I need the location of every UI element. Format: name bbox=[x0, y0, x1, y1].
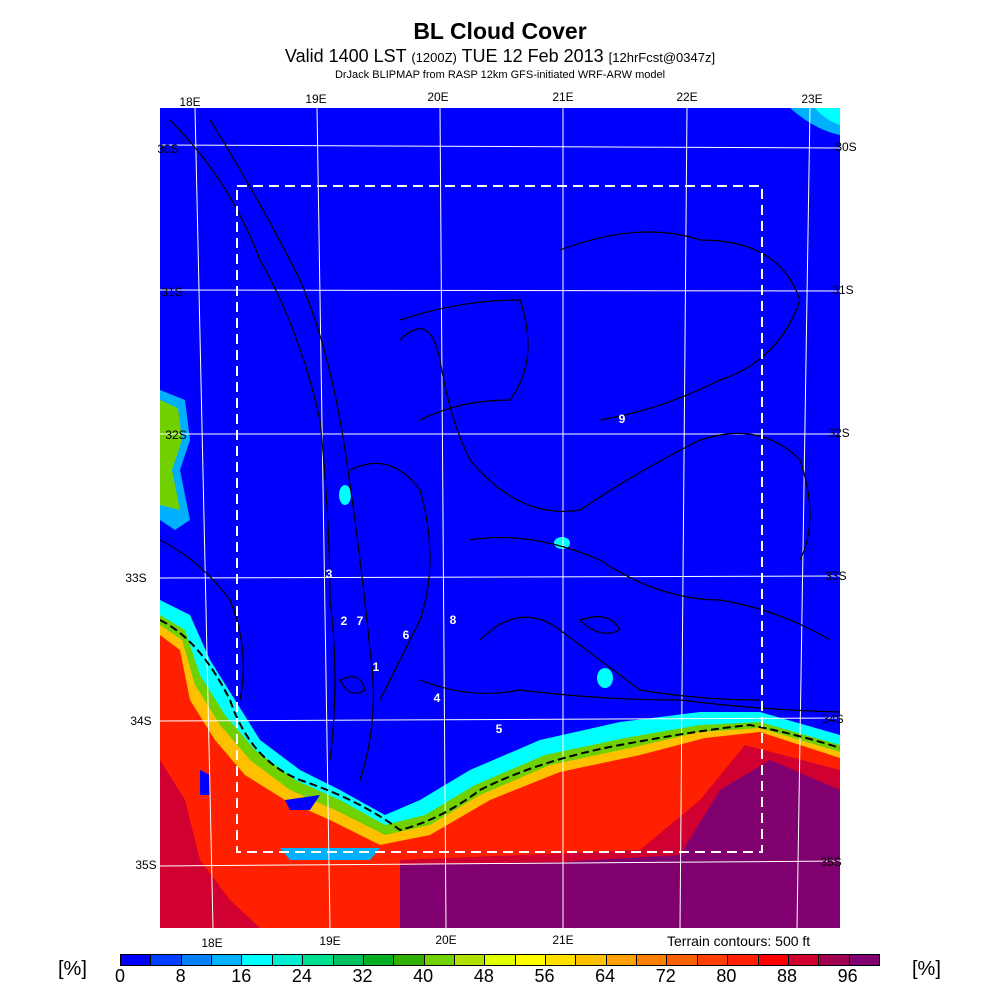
colorbar-swatch bbox=[819, 955, 850, 965]
site-label: 6 bbox=[402, 628, 410, 642]
site-label: 7 bbox=[356, 614, 364, 628]
lat-lon-grid bbox=[160, 108, 840, 928]
lon-label-bottom: 20E bbox=[435, 933, 457, 947]
colorbar bbox=[120, 954, 880, 966]
model-credit: DrJack BLIPMAP from RASP 12km GFS-initia… bbox=[334, 69, 666, 81]
colorbar-swatch bbox=[667, 955, 698, 965]
colorbar-swatch bbox=[272, 955, 304, 965]
colorbar-tick-label: 72 bbox=[655, 966, 676, 986]
lat-label-left: 30S bbox=[157, 142, 179, 156]
colorbar-swatch bbox=[849, 955, 879, 965]
site-label: 3 bbox=[325, 567, 333, 581]
colorbar-tick-label: 40 bbox=[413, 966, 434, 986]
colorbar-swatch bbox=[394, 955, 425, 965]
lon-label-top: 23E bbox=[801, 92, 823, 106]
lat-label-left: 32S bbox=[165, 428, 187, 442]
lon-label-bottom: 19E bbox=[319, 934, 341, 948]
lat-label-left: 33S bbox=[125, 571, 147, 585]
colorbar-swatch bbox=[546, 955, 577, 965]
colorbar-tick-label: 8 bbox=[175, 966, 186, 986]
colorbar-tick-label: 96 bbox=[837, 966, 858, 986]
colorbar-swatch bbox=[121, 955, 152, 965]
colorbar-swatch bbox=[697, 955, 729, 965]
colorbar-swatch bbox=[728, 955, 759, 965]
colorbar-swatch bbox=[151, 955, 182, 965]
domain-boundary bbox=[236, 185, 763, 853]
lat-label-right: 32S bbox=[828, 426, 850, 440]
colorbar-tick-label: 64 bbox=[595, 966, 616, 986]
valid-utc-time: (1200Z) bbox=[411, 50, 457, 65]
colorbar-tick-label: 88 bbox=[777, 966, 798, 986]
clear-patch bbox=[280, 848, 380, 860]
lat-label-right: 30S bbox=[835, 140, 857, 154]
colorbar-tick-label: 32 bbox=[352, 966, 373, 986]
colorbar-swatch bbox=[515, 955, 547, 965]
cloud-patch bbox=[554, 537, 570, 549]
colorbar-tick-label: 56 bbox=[534, 966, 555, 986]
colorbar-swatch bbox=[576, 955, 607, 965]
map-title: BL Cloud Cover bbox=[413, 18, 587, 44]
valid-local-time: Valid 1400 LST bbox=[284, 46, 407, 66]
lon-label-top: 19E bbox=[305, 92, 327, 106]
colorbar-swatch bbox=[242, 955, 273, 965]
colorbar-swatch bbox=[424, 955, 455, 965]
clear-patch bbox=[200, 770, 210, 795]
clear-patch bbox=[285, 795, 320, 810]
colorbar-tick-label: 16 bbox=[231, 966, 252, 986]
lon-label-bottom: 21E bbox=[552, 933, 574, 947]
colorbar-tick-label: 80 bbox=[716, 966, 737, 986]
lat-label-right: 33S bbox=[825, 569, 847, 583]
site-label: 8 bbox=[449, 613, 457, 627]
site-label: 5 bbox=[495, 722, 503, 736]
colorbar-swatch bbox=[363, 955, 395, 965]
lat-label-left: 34S bbox=[130, 714, 152, 728]
lon-label-top: 20E bbox=[427, 90, 449, 104]
colorbar-tick-label: 24 bbox=[291, 966, 312, 986]
colorbar-swatch bbox=[454, 955, 486, 965]
colorbar-swatch bbox=[303, 955, 334, 965]
lon-label-top: 18E bbox=[179, 95, 201, 109]
valid-date: TUE 12 Feb 2013 bbox=[461, 46, 604, 66]
colorbar-swatch bbox=[637, 955, 668, 965]
lat-label-right: 35S bbox=[820, 855, 842, 869]
cloud-patch bbox=[597, 668, 613, 688]
terrain-contour-note: Terrain contours: 500 ft bbox=[667, 933, 811, 949]
cloud-patch bbox=[160, 400, 182, 510]
coastline bbox=[160, 619, 840, 832]
colorbar-swatch bbox=[181, 955, 213, 965]
colorbar-swatch bbox=[758, 955, 789, 965]
lat-label-left: 31S bbox=[161, 285, 183, 299]
colorbar-swatch bbox=[788, 955, 820, 965]
colorbar-tick-label: 48 bbox=[473, 966, 494, 986]
lat-label-left: 35S bbox=[135, 858, 157, 872]
lon-label-bottom: 18E bbox=[201, 936, 223, 950]
cloud-band-full bbox=[400, 760, 840, 928]
colorbar-swatch bbox=[485, 955, 516, 965]
site-label: 1 bbox=[372, 660, 380, 674]
colorbar-swatch bbox=[333, 955, 364, 965]
colorbar-tick-label: 0 bbox=[114, 966, 126, 986]
colorbar-swatch bbox=[212, 955, 243, 965]
site-label: 4 bbox=[433, 691, 441, 705]
colorbar-unit-left: [%] bbox=[58, 958, 87, 980]
forecast-info: [12hrFcst@0347z] bbox=[608, 50, 716, 65]
colorbar-unit-right: [%] bbox=[912, 958, 941, 980]
colorbar-swatch bbox=[606, 955, 638, 965]
lat-label-right: 31S bbox=[832, 283, 854, 297]
cloud-patch bbox=[339, 485, 351, 505]
valid-time-subtitle: Valid 1400 LST (1200Z) TUE 12 Feb 2013 [… bbox=[0, 46, 1000, 67]
cloud-patch bbox=[815, 108, 840, 125]
lat-label-right: 34S bbox=[822, 712, 844, 726]
lon-label-top: 21E bbox=[552, 90, 574, 104]
cloud-band-overcast bbox=[160, 760, 260, 928]
site-label: 2 bbox=[340, 614, 348, 628]
site-label: 9 bbox=[618, 412, 626, 426]
lon-label-top: 22E bbox=[676, 90, 698, 104]
